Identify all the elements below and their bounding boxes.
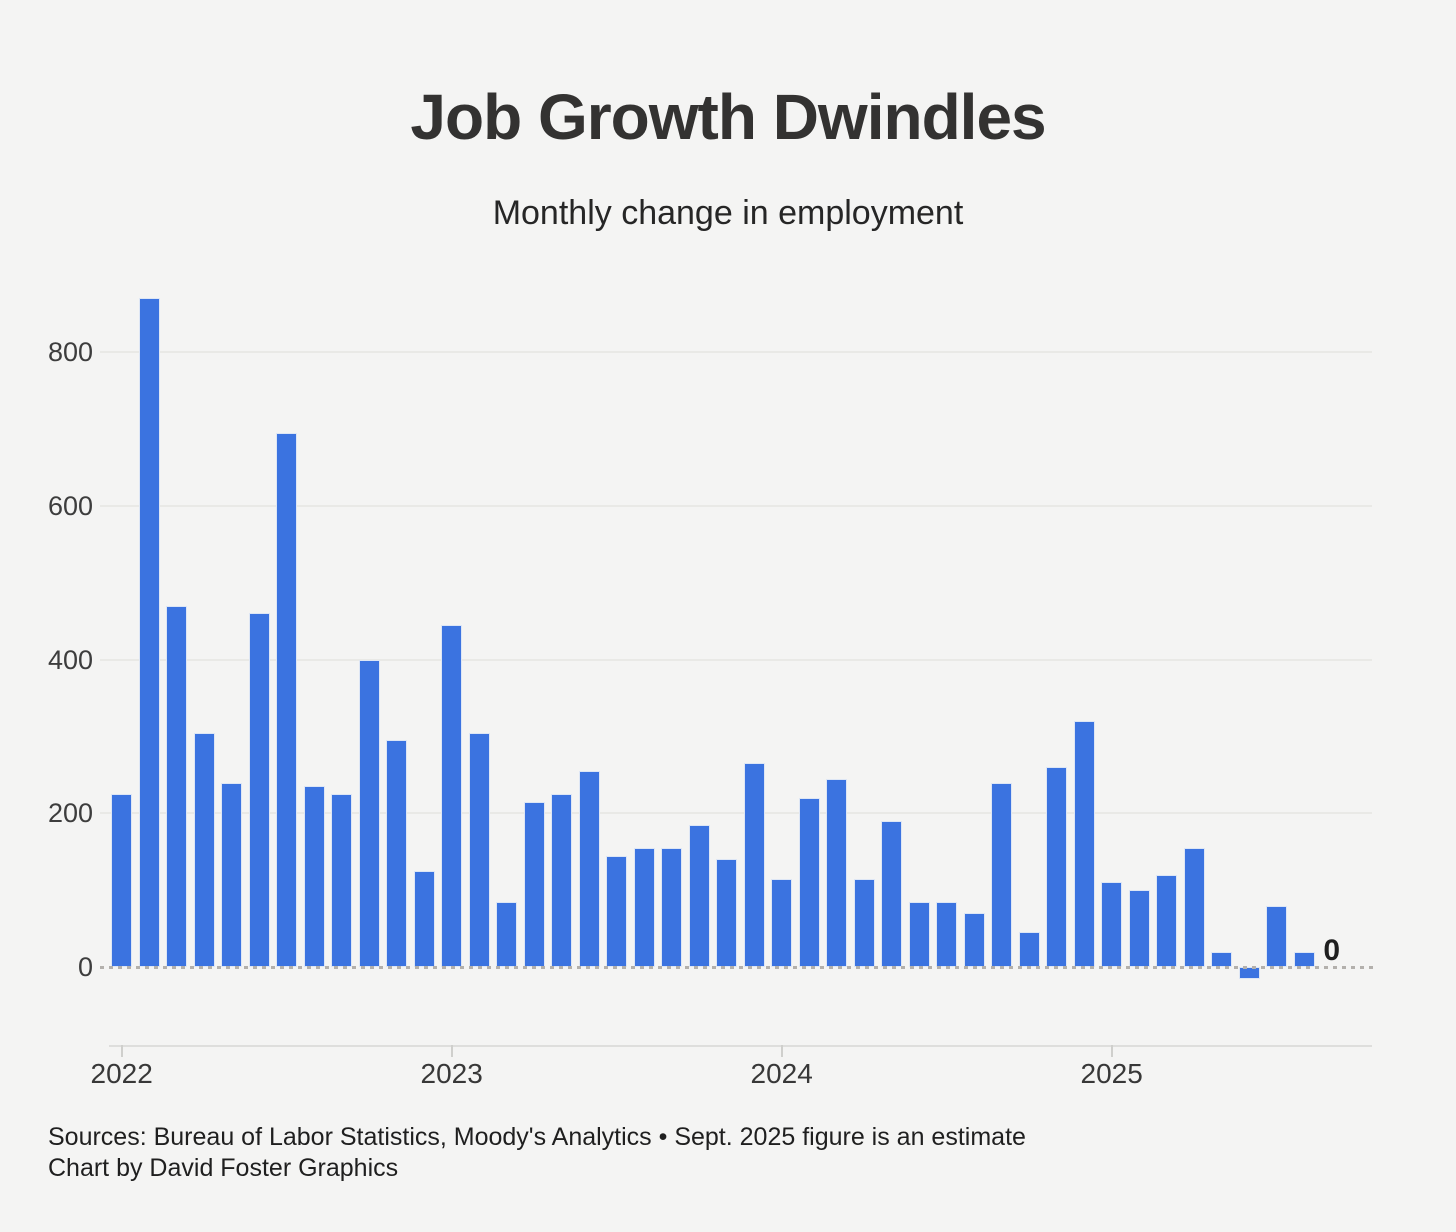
bar-2024-12 [1073,721,1095,967]
y-axis-tick-label: 800 [47,337,93,367]
bar-2024-04 [853,878,875,967]
bar-2022-02 [138,298,160,967]
gridline-800 [100,351,1372,353]
bar-2022-11 [386,740,408,967]
bar-2023-07 [606,855,628,967]
bar-2022-06 [248,613,270,967]
x-axis-year-label-2025: 2025 [1080,1058,1143,1089]
bar-2023-04 [523,801,545,967]
x-axis-tick-2022 [120,1045,123,1057]
x-axis-tick-2023 [450,1045,453,1057]
x-axis-tick-2024 [780,1045,783,1057]
bar-2024-10 [1018,932,1040,967]
bar-2024-02 [798,797,820,967]
bar-2024-07 [936,901,958,967]
source-note: Sources: Bureau of Labor Statistics, Moo… [48,1123,1026,1151]
bar-2022-12 [413,870,435,967]
bar-2023-09 [661,847,683,967]
bar-2024-08 [963,913,985,967]
credit-note: Chart by David Foster Graphics [48,1154,399,1182]
bar-2025-02 [1128,890,1150,967]
x-axis-year-label-2022: 2022 [90,1058,153,1089]
bar-2022-08 [303,786,325,967]
bar-2024-01 [771,878,793,967]
x-axis-tick-2025 [1110,1045,1113,1057]
bar-2022-05 [221,782,243,967]
bar-2023-02 [468,732,490,967]
bar-2024-11 [1046,767,1068,967]
zero-value-annotation: 0 [1323,934,1341,967]
bar-2025-03 [1156,874,1178,968]
bar-2025-04 [1183,847,1205,967]
zero-baseline [100,966,1374,969]
bar-2025-05 [1211,951,1233,967]
gridline-200 [100,812,1372,815]
bar-2023-12 [743,763,765,967]
y-axis-tick-label: 0 [77,952,93,982]
chart-title: Job Growth Dwindles [410,81,1046,153]
bar-2024-03 [826,778,848,967]
bar-2023-11 [716,859,738,967]
bar-2023-03 [496,901,518,967]
bar-2023-01 [441,624,463,967]
bar-2025-07 [1266,905,1288,967]
bar-2023-10 [688,824,710,967]
bar-2022-03 [166,605,188,967]
x-axis-line [109,1045,1372,1047]
bar-2025-01 [1101,882,1123,967]
x-axis-year-label-2024: 2024 [750,1058,813,1089]
y-axis-tick-label: 200 [47,798,93,829]
chart-subtitle: Monthly change in employment [492,194,964,232]
y-axis-tick-label: 600 [47,490,93,521]
bar-2022-09 [331,794,353,967]
bar-2024-09 [991,782,1013,967]
bar-2022-04 [193,732,215,967]
bar-2024-06 [908,901,930,967]
bar-2022-01 [111,794,133,967]
bar-2023-06 [578,771,600,967]
bar-2023-08 [633,847,655,967]
y-axis-tick-label: 400 [47,644,93,675]
bar-2022-10 [358,659,380,967]
bar-2022-07 [276,432,298,967]
x-axis-year-label-2023: 2023 [420,1058,483,1089]
gridline-400 [100,658,1372,661]
bar-2024-05 [881,820,903,967]
bar-2023-05 [551,794,573,967]
gridline-600 [100,504,1372,507]
